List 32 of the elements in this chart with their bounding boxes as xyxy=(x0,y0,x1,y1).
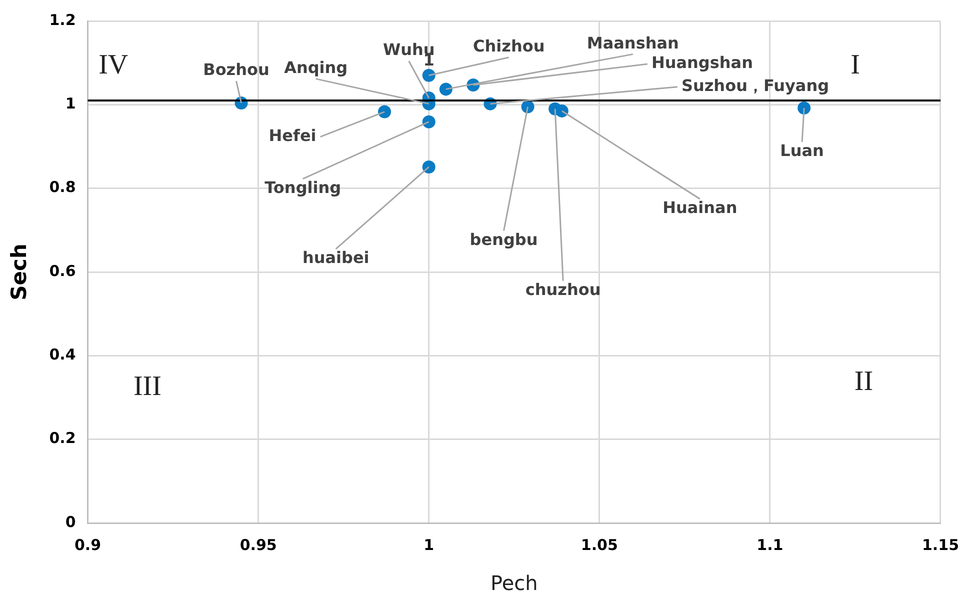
y-tick-label: 0.8 xyxy=(49,178,76,196)
text: chuzhou xyxy=(525,280,601,300)
text: Huangshan xyxy=(651,53,753,72)
y-tick-label: 1.2 xyxy=(49,10,76,29)
y-tick-label: 0.4 xyxy=(49,346,76,364)
x-tick-label: 1.15 xyxy=(922,536,960,554)
y-tick-label: 1 xyxy=(65,94,76,113)
text: Anqing xyxy=(284,58,348,77)
x-tick-label: 1 xyxy=(424,536,434,554)
annotation: I xyxy=(850,50,860,81)
text: Hefei xyxy=(268,126,316,145)
x-tick-label: 1.05 xyxy=(580,536,618,554)
text: huaibei xyxy=(302,248,370,268)
y-tick-label: 0.2 xyxy=(49,429,76,448)
x-tick-label: 1.1 xyxy=(756,536,784,554)
y-axis-title: Sech xyxy=(7,244,32,300)
text: Tongling xyxy=(264,178,342,197)
x-tick-label: 0.95 xyxy=(240,536,277,554)
series-label: Bozhou xyxy=(203,60,270,80)
annotation: II xyxy=(854,366,874,397)
text: bengbu xyxy=(470,230,538,249)
annotation: IV xyxy=(98,50,128,81)
text: Chizhou xyxy=(473,36,545,56)
text: Huainan xyxy=(662,198,738,218)
text: Suzhou，Fuyang xyxy=(681,76,830,95)
y-tick-label: 0 xyxy=(65,512,76,531)
text: Maanshan xyxy=(586,33,679,52)
text: Luan xyxy=(780,141,824,160)
y-tick-label: 0.6 xyxy=(49,262,76,280)
x-axis-title: Pech xyxy=(490,571,538,596)
x-tick-label: 0.9 xyxy=(74,536,102,554)
annotation: III xyxy=(133,370,162,402)
